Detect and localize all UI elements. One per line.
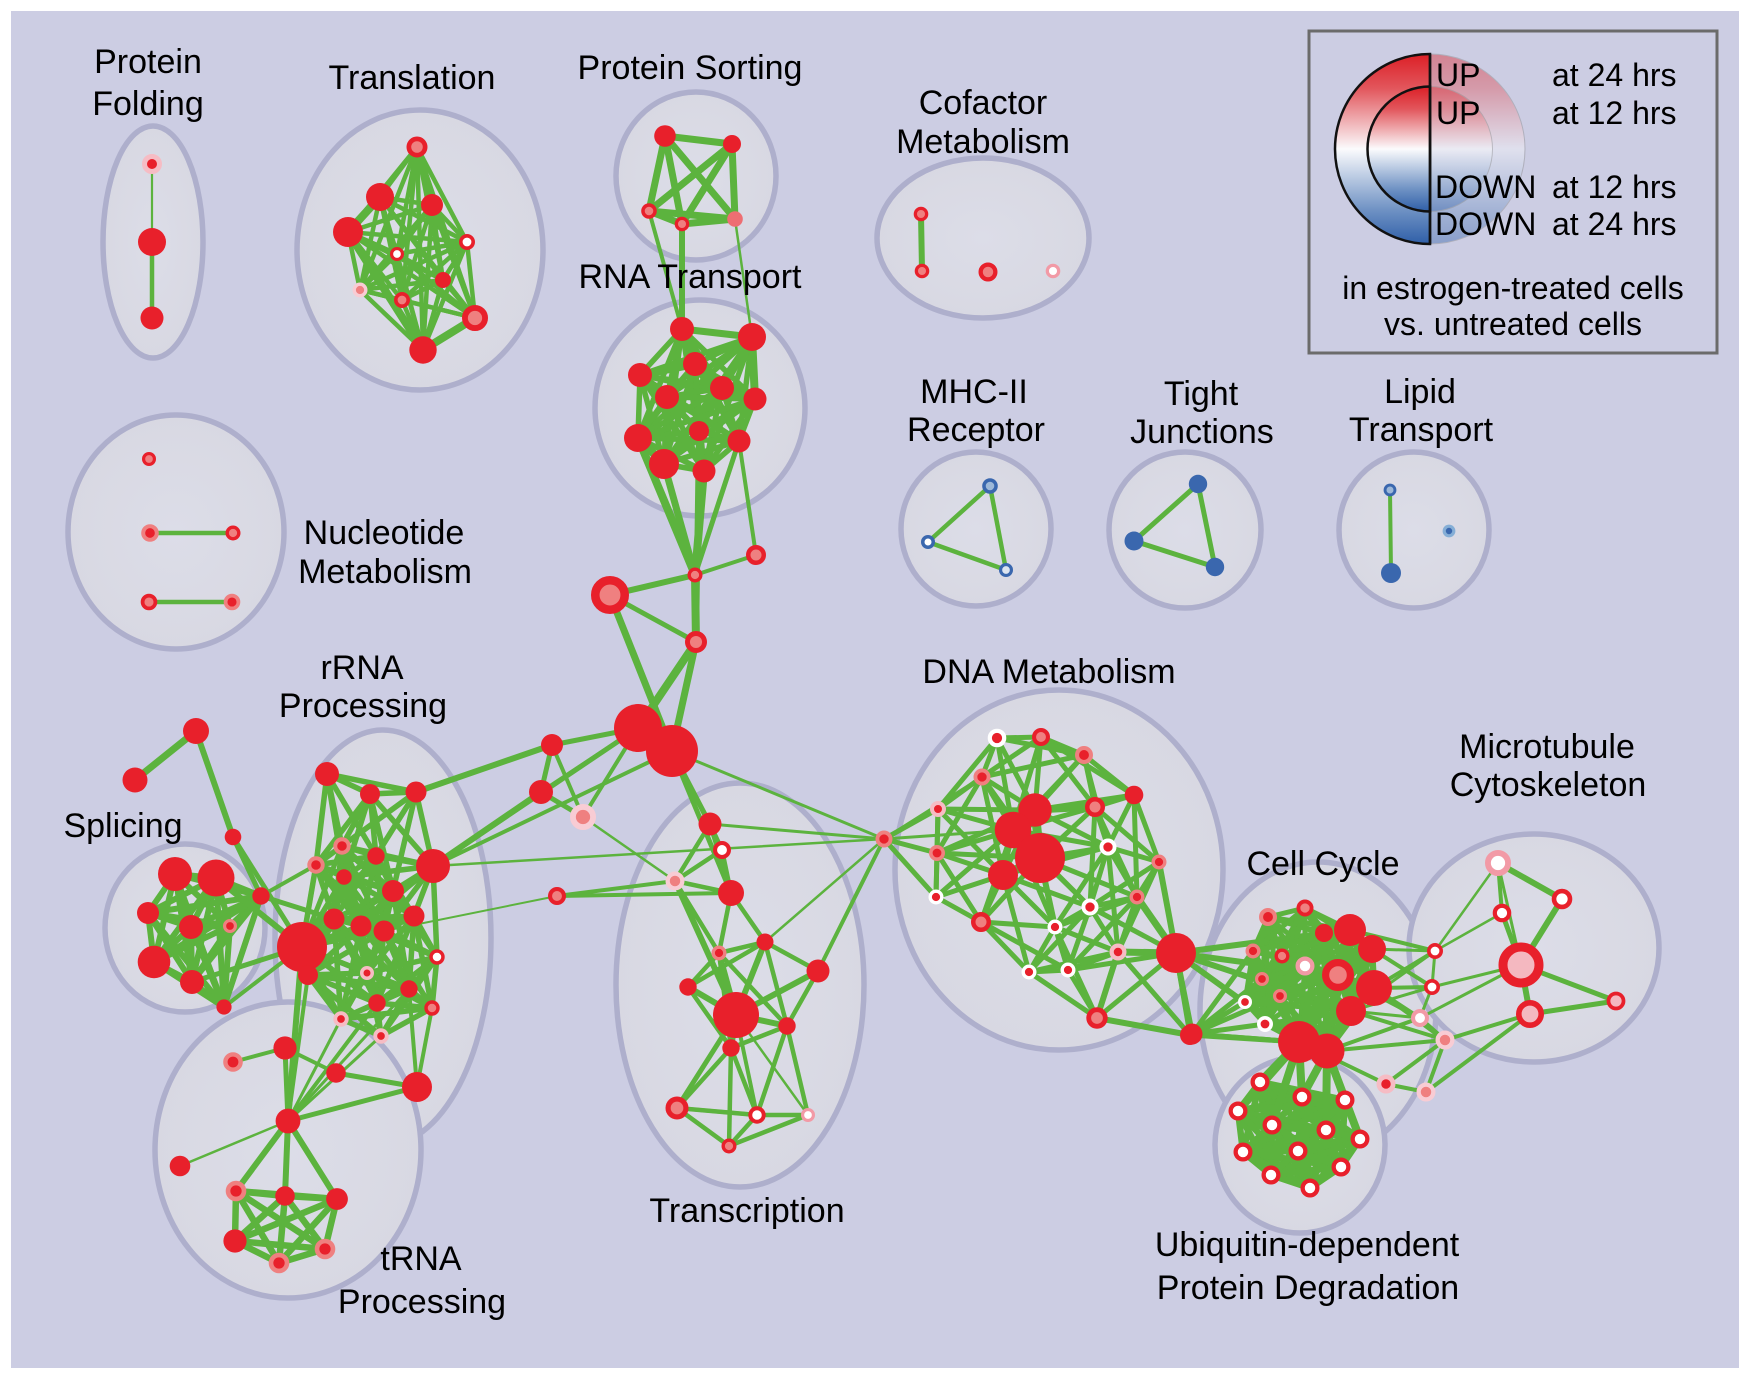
svg-text:DOWN: DOWN xyxy=(1435,169,1536,205)
svg-text:DNA Metabolism: DNA Metabolism xyxy=(922,653,1175,691)
svg-text:Protein: Protein xyxy=(94,43,202,81)
svg-text:Folding: Folding xyxy=(92,85,204,123)
svg-text:Microtubule: Microtubule xyxy=(1459,728,1635,766)
svg-text:Cell Cycle: Cell Cycle xyxy=(1246,845,1399,883)
svg-text:Ubiquitin-dependent: Ubiquitin-dependent xyxy=(1155,1226,1460,1264)
svg-text:rRNA: rRNA xyxy=(320,649,403,687)
svg-text:Protein Degradation: Protein Degradation xyxy=(1157,1269,1459,1307)
svg-text:Metabolism: Metabolism xyxy=(896,123,1070,161)
svg-text:at 12 hrs: at 12 hrs xyxy=(1552,169,1677,205)
svg-text:Processing: Processing xyxy=(279,687,447,725)
svg-text:DOWN: DOWN xyxy=(1435,206,1536,242)
svg-text:RNA Transport: RNA Transport xyxy=(579,258,803,296)
svg-text:at 24 hrs: at 24 hrs xyxy=(1552,206,1677,242)
svg-text:in estrogen-treated cells: in estrogen-treated cells xyxy=(1342,270,1684,306)
svg-text:Lipid: Lipid xyxy=(1384,373,1456,411)
svg-text:UP: UP xyxy=(1436,57,1480,93)
svg-text:vs. untreated cells: vs. untreated cells xyxy=(1384,306,1642,342)
svg-text:Nucleotide: Nucleotide xyxy=(304,514,465,552)
svg-text:Tight: Tight xyxy=(1164,375,1239,413)
svg-text:Transcription: Transcription xyxy=(649,1192,844,1230)
svg-text:Processing: Processing xyxy=(338,1283,506,1321)
svg-text:Junctions: Junctions xyxy=(1130,413,1274,451)
svg-text:Protein Sorting: Protein Sorting xyxy=(578,49,803,87)
svg-text:Cofactor: Cofactor xyxy=(919,84,1048,122)
svg-text:Splicing: Splicing xyxy=(63,807,182,845)
svg-text:MHC-II: MHC-II xyxy=(920,373,1028,411)
svg-text:Metabolism: Metabolism xyxy=(298,553,472,591)
svg-text:at 24 hrs: at 24 hrs xyxy=(1552,57,1677,93)
svg-text:UP: UP xyxy=(1436,95,1480,131)
svg-text:at 12 hrs: at 12 hrs xyxy=(1552,95,1677,131)
svg-text:Receptor: Receptor xyxy=(907,411,1045,449)
svg-text:Transport: Transport xyxy=(1349,411,1494,449)
svg-text:tRNA: tRNA xyxy=(380,1240,462,1278)
svg-text:Cytoskeleton: Cytoskeleton xyxy=(1450,766,1647,804)
svg-text:Translation: Translation xyxy=(329,59,496,97)
